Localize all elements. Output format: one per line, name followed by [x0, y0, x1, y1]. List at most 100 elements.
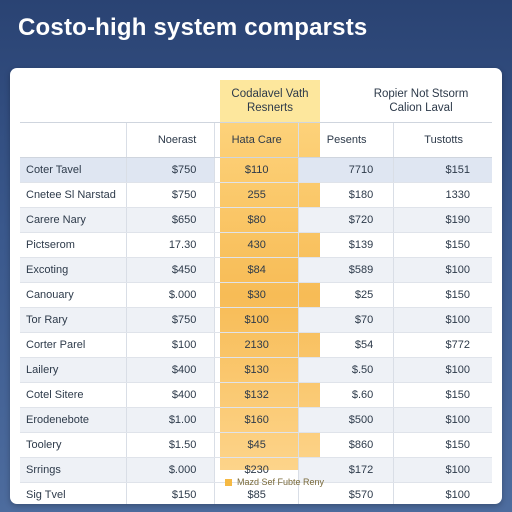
table-row: Toolery $1.50 $45 $860 $150 [20, 432, 492, 458]
table-row: Cotel Sitere $400 $132 $.60 $150 [20, 382, 492, 408]
row-label-cell: Cnetee Sl Narstad [20, 182, 127, 208]
table-cell: $180 [298, 182, 394, 208]
table-cell: $589 [298, 257, 394, 283]
legend-swatch [225, 478, 232, 486]
row-label-cell: Carere Nary [20, 207, 127, 233]
table-cell: $151 [393, 157, 492, 183]
table-cell: $750 [126, 157, 215, 183]
table-cell: $160 [214, 407, 299, 433]
table-cell: $100 [393, 357, 492, 383]
table-cell: $150 [393, 432, 492, 458]
comparison-table: Noerast Hata Care Pesents Tustotts Coter… [20, 122, 492, 504]
column-header: Pesents [298, 122, 394, 158]
table-row: Sig Tvel $150 $85 $570 $100 [20, 482, 492, 504]
table-cell: $650 [126, 207, 215, 233]
group-header-line: Resnerts [246, 102, 294, 114]
table-cell: $.60 [298, 382, 394, 408]
row-label-cell: Srrings [20, 457, 127, 483]
table-cell: $772 [393, 332, 492, 358]
legend-label: Mazd Sef Fubte Reny [237, 477, 325, 487]
row-label-cell: Corter Parel [20, 332, 127, 358]
table-cell: $.000 [126, 282, 215, 308]
table-cell: $85 [214, 482, 299, 504]
table-cell: $110 [214, 157, 299, 183]
table-cell: $25 [298, 282, 394, 308]
row-label-cell: Pictserom [20, 232, 127, 258]
group-header-line: Ropier Not Stsorm [373, 88, 469, 100]
table-cell: 1330 [393, 182, 492, 208]
table-cell: $100 [393, 407, 492, 433]
table-cell: $150 [393, 382, 492, 408]
table-cell: $720 [298, 207, 394, 233]
table-cell: 2130 [214, 332, 299, 358]
table-cell: $400 [126, 357, 215, 383]
table-row: Srrings $.000 $230 $172 $100 [20, 457, 492, 483]
right-column-group-header: Ropier Not Stsorm Calion Laval [340, 80, 502, 122]
table-cell: $1.00 [126, 407, 215, 433]
row-label-cell: Coter Tavel [20, 157, 127, 183]
table-cell: 17.30 [126, 232, 215, 258]
table-cell: $130 [214, 357, 299, 383]
table-cell: $.000 [126, 457, 215, 483]
row-label-cell: Canouary [20, 282, 127, 308]
table-cell: $860 [298, 432, 394, 458]
column-header: Hata Care [214, 122, 299, 158]
table-row: Lailery $400 $130 $.50 $100 [20, 357, 492, 383]
table-cell: $100 [393, 257, 492, 283]
table-cell: $70 [298, 307, 394, 333]
column-header: Tustotts [393, 122, 492, 158]
column-header: Noerast [126, 122, 215, 158]
row-label-cell: Lailery [20, 357, 127, 383]
row-label-cell: Excoting [20, 257, 127, 283]
table-row: Coter Tavel $750 $110 7710 $151 [20, 157, 492, 183]
column-header [20, 122, 127, 158]
comparison-card: Codalavel Vath Resnerts Ropier Not Stsor… [10, 68, 502, 504]
table-row: Excoting $450 $84 $589 $100 [20, 257, 492, 283]
row-label-cell: Erodenebote [20, 407, 127, 433]
table-cell: $100 [393, 307, 492, 333]
table-cell: $80 [214, 207, 299, 233]
table-cell: $570 [298, 482, 394, 504]
table-row: Cnetee Sl Narstad $750 255 $180 1330 [20, 182, 492, 208]
table-row: Erodenebote $1.00 $160 $500 $100 [20, 407, 492, 433]
page-title: Costo-high system comparsts [18, 14, 368, 41]
group-header-line: Codalavel Vath [231, 88, 309, 100]
table-cell: 255 [214, 182, 299, 208]
table-cell: $54 [298, 332, 394, 358]
table-row: Tor Rary $750 $100 $70 $100 [20, 307, 492, 333]
table-cell: $45 [214, 432, 299, 458]
table-cell: $84 [214, 257, 299, 283]
table-cell: $1.50 [126, 432, 215, 458]
table-cell: $150 [126, 482, 215, 504]
table-row: Pictserom 17.30 430 $139 $150 [20, 232, 492, 258]
table-cell: $400 [126, 382, 215, 408]
table-cell: $.50 [298, 357, 394, 383]
table-header-row: Noerast Hata Care Pesents Tustotts [20, 122, 492, 158]
row-label-cell: Sig Tvel [20, 482, 127, 504]
row-label-cell: Toolery [20, 432, 127, 458]
table-cell: $100 [393, 457, 492, 483]
table-cell: 430 [214, 232, 299, 258]
table-cell: $230 [214, 457, 299, 483]
table-cell: 7710 [298, 157, 394, 183]
table-cell: $132 [214, 382, 299, 408]
table-cell: $150 [393, 232, 492, 258]
table-cell: $139 [298, 232, 394, 258]
table-row: Canouary $.000 $30 $25 $150 [20, 282, 492, 308]
legend: Mazd Sef Fubte Reny [225, 477, 324, 487]
highlighted-column-group-header: Codalavel Vath Resnerts [220, 80, 320, 122]
table-cell: $30 [214, 282, 299, 308]
table-cell: $750 [126, 307, 215, 333]
table-cell: $172 [298, 457, 394, 483]
table-cell: $150 [393, 282, 492, 308]
table-cell: $500 [298, 407, 394, 433]
table-row: Carere Nary $650 $80 $720 $190 [20, 207, 492, 233]
table-cell: $450 [126, 257, 215, 283]
table-cell: $190 [393, 207, 492, 233]
table-row: Corter Parel $100 2130 $54 $772 [20, 332, 492, 358]
group-header-line: Calion Laval [389, 102, 453, 114]
table-cell: $750 [126, 182, 215, 208]
row-label-cell: Tor Rary [20, 307, 127, 333]
row-label-cell: Cotel Sitere [20, 382, 127, 408]
table-cell: $100 [214, 307, 299, 333]
